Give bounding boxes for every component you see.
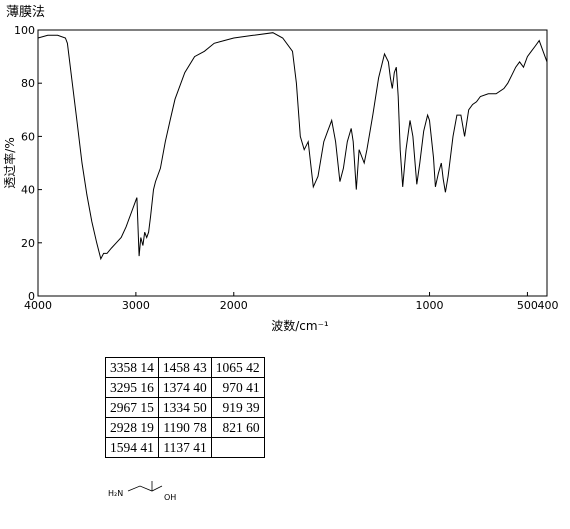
table-row: 2928 19 1190 78 821 60	[105, 417, 265, 438]
peak-table: 3358 14 1458 43 1065 42 3295 16 1374 40 970 …	[105, 357, 265, 458]
table-cell: 821 60	[210, 417, 265, 438]
atom-label: OH	[164, 493, 176, 502]
table-cell: 2967 15	[105, 397, 159, 418]
x-tick-label: 2000	[220, 299, 248, 312]
table-cell	[210, 437, 265, 458]
table-row: 1594 41 1137 41	[105, 437, 265, 458]
table-row: 3358 14 1458 43 1065 42	[105, 357, 265, 378]
table-cell: 1458 43	[157, 357, 212, 378]
chart: 薄膜法 波数/cm⁻¹ 透过率/% 0 20 40 60 80 100 4000 3000 20…	[2, 5, 559, 333]
x-tick-label: 1000	[416, 299, 444, 312]
x-tick-label: 3000	[122, 299, 150, 312]
bond	[127, 485, 163, 492]
table-cell: 919 39	[210, 397, 265, 418]
table-cell: 1137 41	[157, 437, 212, 458]
y-tick-label: 60	[21, 130, 35, 143]
y-tick-label: 40	[21, 184, 35, 197]
chart-title: 薄膜法	[6, 5, 45, 20]
table-row: 3295 16 1374 40 970 41	[105, 377, 265, 398]
table-cell: 1065 42	[210, 357, 265, 378]
table-cell: 1190 78	[157, 417, 212, 438]
table-cell: 3295 16	[105, 377, 159, 398]
structure: H₂N OH	[108, 481, 176, 502]
table-cell: 3358 14	[105, 357, 159, 378]
atom-label: H₂N	[108, 489, 123, 498]
y-tick-label: 0	[28, 290, 35, 303]
table-cell: 1334 50	[157, 397, 212, 418]
x-tick-label: 500	[517, 299, 538, 312]
table-cell: 2928 19	[105, 417, 159, 438]
y-tick-label: 20	[21, 237, 35, 250]
table-cell: 1374 40	[157, 377, 212, 398]
y-tick-label: 100	[14, 24, 35, 37]
table-cell: 970 41	[210, 377, 265, 398]
y-axis-label: 透过率/%	[2, 137, 17, 188]
x-tick-label: 4000	[24, 299, 52, 312]
table-row: 2967 15 1334 50 919 39	[105, 397, 265, 418]
plot-frame	[37, 29, 548, 297]
y-tick-label: 80	[21, 77, 35, 90]
spectrum-line	[37, 32, 548, 261]
x-tick-label: 400	[538, 299, 559, 312]
table-cell: 1594 41	[105, 437, 159, 458]
x-axis-label: 波数/cm⁻¹	[271, 318, 329, 333]
